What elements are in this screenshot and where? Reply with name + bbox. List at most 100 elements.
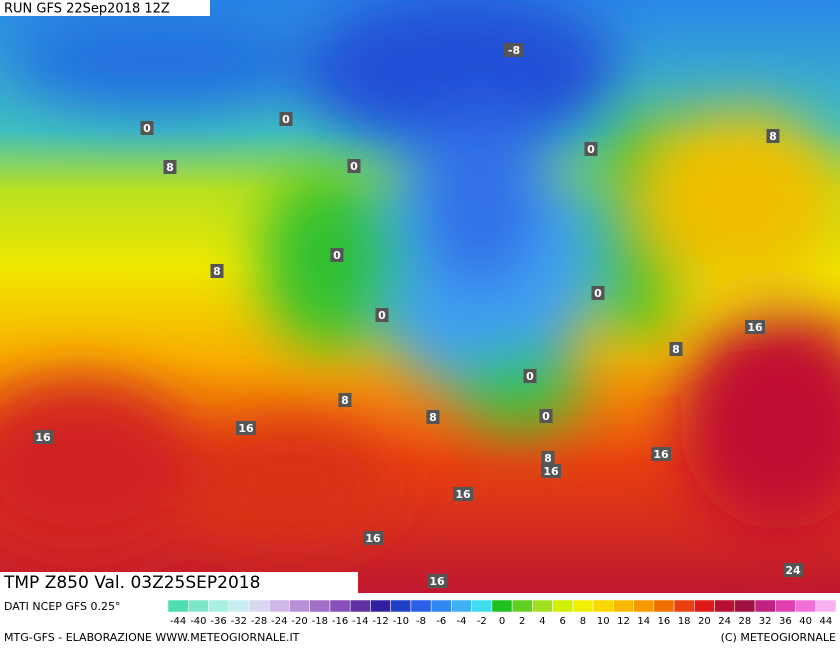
legend-swatch (410, 599, 432, 613)
legend-swatch (451, 599, 472, 613)
contour-label: 8 (544, 452, 552, 465)
legend-swatch (228, 599, 250, 613)
contour-label-box (279, 112, 293, 126)
legend-swatch (532, 599, 553, 613)
legend-tick-label: -18 (312, 616, 328, 627)
legend-tick-label: -12 (372, 616, 388, 627)
contour-label: 16 (747, 321, 763, 334)
contour-label-box (783, 563, 803, 577)
legend-swatch (754, 599, 776, 613)
legend-swatch (775, 599, 796, 613)
legend-tick-label: -14 (352, 616, 368, 627)
legend-tick-label: 20 (698, 616, 711, 627)
legend-tick-label: -10 (393, 616, 409, 627)
legend-tick-label: -44 (170, 616, 186, 627)
legend-swatch (552, 599, 574, 613)
contour-label: 16 (238, 422, 254, 435)
contour-label: 0 (333, 249, 341, 262)
legend-tick-label: 32 (759, 616, 772, 627)
legend-swatch (471, 599, 493, 613)
header-box (0, 0, 210, 16)
legend-swatch (633, 599, 655, 613)
contour-label-box (33, 430, 53, 444)
contour-label-box (330, 248, 344, 262)
legend-swatch (714, 599, 736, 613)
temperature-field (0, 0, 840, 593)
legend-tick-label: -20 (291, 616, 307, 627)
contour-label-box (523, 369, 537, 383)
contour-label-box (363, 531, 383, 545)
legend-swatch (734, 599, 756, 613)
legend-swatch (309, 599, 331, 613)
contour-label: 8 (341, 394, 349, 407)
contour-label-box (163, 160, 177, 174)
legend-swatch (673, 599, 695, 613)
contour-label: 16 (429, 575, 445, 588)
legend-swatch (613, 599, 634, 613)
legend-swatch (572, 599, 594, 613)
legend-swatch (268, 599, 290, 613)
contour-label-box (427, 574, 447, 588)
legend-tick-label: 24 (718, 616, 731, 627)
credit-label: MTG-GFS - ELABORAZIONE WWW.METEOGIORNALE… (4, 631, 300, 644)
contour-label: 16 (653, 448, 669, 461)
legend-tick-label: -16 (332, 616, 348, 627)
legend-tick-label: -32 (231, 616, 247, 627)
legend-swatch (430, 599, 452, 613)
contour-label: 8 (166, 161, 174, 174)
legend-tick-label: 14 (637, 616, 650, 627)
contour-label: -8 (508, 44, 520, 57)
legend-tick-label: -6 (436, 616, 446, 627)
contour-label: 8 (672, 343, 680, 356)
contour-label-box (541, 451, 555, 465)
legend-swatch (390, 599, 412, 613)
legend-tick-label: -24 (271, 616, 287, 627)
legend-swatch (653, 599, 675, 613)
map-title: TMP Z850 Val. 03Z25SEP2018 (3, 573, 260, 593)
contour-label: 16 (543, 465, 559, 478)
contour-label-box (504, 43, 524, 57)
contour-label-box (745, 320, 765, 334)
legend-tick-label: -8 (416, 616, 426, 627)
legend-swatch (815, 599, 837, 613)
legend-swatch (248, 599, 270, 613)
title-box (0, 572, 358, 594)
copyright-label: (C) METEOGIORNALE (721, 631, 836, 644)
legend-swatch (187, 599, 209, 613)
legend-swatch (511, 599, 533, 613)
legend-tick-label: -36 (210, 616, 226, 627)
contour-label: 16 (365, 532, 381, 545)
legend-tick-label: -40 (190, 616, 206, 627)
legend-tick-label: 40 (799, 616, 812, 627)
contour-label: 8 (429, 411, 437, 424)
contour-label-box (539, 409, 553, 423)
contour-label: 0 (542, 410, 550, 423)
source-label: DATI NCEP GFS 0.25° (4, 600, 121, 613)
legend-tick-label: 8 (580, 616, 586, 627)
legend-tick-label: -4 (457, 616, 467, 627)
contour-label-box (236, 421, 256, 435)
legend-tick-label: 10 (597, 616, 610, 627)
contour-label: 0 (282, 113, 290, 126)
contour-label: 16 (455, 488, 471, 501)
contour-label-box (669, 342, 683, 356)
legend-tick-label: -2 (477, 616, 487, 627)
contour-label: 0 (143, 122, 151, 135)
legend-tick-label: -28 (251, 616, 267, 627)
legend-tick-label: 36 (779, 616, 792, 627)
contour-label-box (766, 129, 780, 143)
contour-label-box (375, 308, 389, 322)
legend-tick-label: 0 (499, 616, 505, 627)
legend-swatch (592, 599, 614, 613)
run-label: RUN GFS 22Sep2018 12Z (4, 2, 170, 17)
legend-tick-label: 4 (539, 616, 545, 627)
legend-swatch (694, 599, 715, 613)
contour-label-box (347, 159, 361, 173)
legend-tick-label: 16 (658, 616, 671, 627)
contour-label-box (338, 393, 352, 407)
contour-label-box (453, 487, 473, 501)
contour-label: 8 (213, 265, 221, 278)
contour-label: 0 (350, 160, 358, 173)
legend-tick-label: 6 (560, 616, 566, 627)
